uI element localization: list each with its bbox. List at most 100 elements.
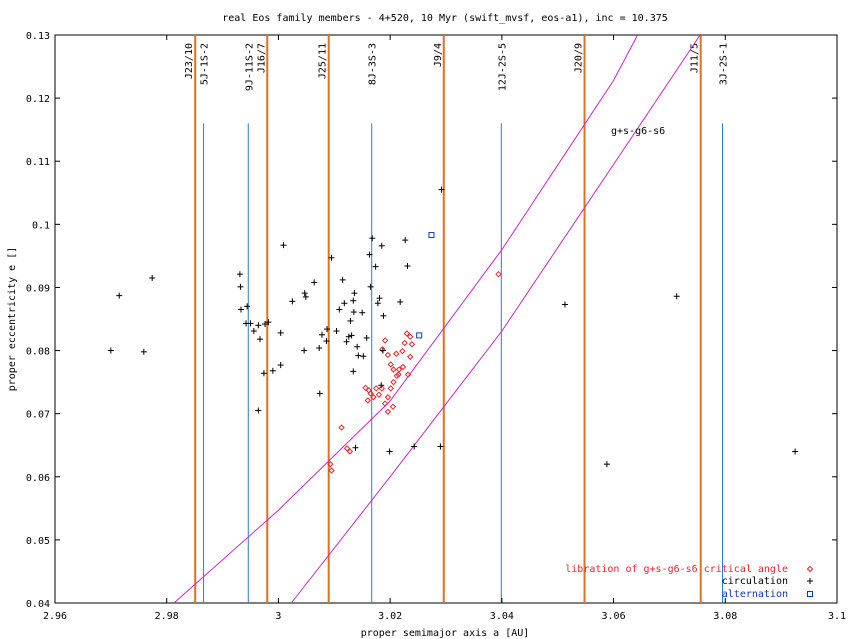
libration-point	[343, 445, 351, 452]
x-tick-label: 3.06	[602, 611, 626, 622]
circulation-point	[673, 293, 680, 300]
circulation-point	[289, 298, 296, 305]
libration-point	[404, 371, 412, 378]
circulation-point	[311, 279, 318, 286]
circulation-point	[363, 334, 370, 341]
legend-label-circulation: circulation	[722, 576, 788, 587]
circulation-point	[347, 317, 354, 324]
libration-point	[407, 333, 414, 340]
y-tick-label: 0.04	[26, 599, 50, 610]
secular-resonance-label: g+s-g6-s6	[611, 126, 665, 137]
mean-motion-resonance-label: J20/9	[574, 43, 585, 73]
x-tick-label: 3	[275, 611, 281, 622]
mean-motion-resonance-label: J9/4	[433, 43, 444, 67]
legend-marker-circulation	[807, 578, 813, 584]
libration-point	[372, 385, 380, 392]
circulation-point	[438, 186, 445, 193]
circulation-point	[379, 347, 386, 354]
libration-point	[362, 384, 369, 391]
circulation-point	[316, 345, 323, 352]
circulation-point	[238, 306, 245, 313]
circulation-point	[366, 251, 373, 258]
libration-point	[375, 391, 383, 398]
libration-point	[408, 341, 416, 348]
circulation-point	[386, 448, 393, 455]
circulation-point	[244, 303, 251, 310]
circulation-point	[404, 262, 411, 269]
circulation-point	[355, 352, 362, 359]
circulation-point	[236, 271, 243, 278]
circulation-point	[792, 448, 799, 455]
circulation-point	[333, 327, 340, 334]
circulation-point	[328, 254, 335, 261]
circulation-point	[374, 300, 381, 307]
circulation-point	[255, 322, 262, 329]
circulation-point	[348, 332, 355, 339]
libration-point	[365, 387, 373, 394]
y-tick-label: 0.1	[32, 220, 50, 231]
circulation-point	[140, 348, 147, 355]
circulation-point	[277, 329, 284, 336]
circulation-point	[402, 237, 409, 244]
x-tick-label: 2.98	[155, 611, 179, 622]
circulation-point	[369, 235, 376, 242]
circulation-point	[350, 297, 357, 304]
y-tick-label: 0.09	[26, 283, 50, 294]
circulation-point	[262, 321, 269, 328]
libration-point	[399, 363, 407, 371]
alternation-point	[428, 232, 435, 239]
legend-label-alternation: alternation	[722, 589, 788, 600]
three-body-resonance-label: 5J-1S-2	[200, 43, 211, 85]
circulation-point	[256, 336, 263, 343]
x-axis-label: proper semimajor axis a [AU]	[361, 628, 530, 639]
alternation-point	[416, 332, 423, 339]
x-tick-label: 3.02	[378, 611, 402, 622]
libration-point	[384, 394, 392, 401]
circulation-point	[352, 444, 359, 451]
series-circulation	[107, 186, 799, 468]
libration-point	[384, 408, 392, 415]
circulation-point	[343, 338, 350, 345]
circulation-point	[411, 443, 418, 450]
circulation-point	[437, 443, 444, 450]
circulation-point	[301, 347, 308, 354]
circulation-point	[397, 298, 404, 305]
mean-motion-resonance-label: J11/5	[690, 43, 701, 73]
axis-ticks: 2.96 2.98 3 3.02 3.04 3.06 3.08 3.1 0.04 0.05 0.06…	[26, 31, 846, 622]
libration-point	[370, 394, 377, 401]
y-tick-label: 0.05	[26, 536, 50, 547]
x-tick-label: 2.96	[43, 611, 67, 622]
plot-border	[54, 34, 838, 604]
libration-point	[395, 366, 403, 373]
circulation-point	[350, 309, 357, 316]
libration-point	[338, 424, 345, 431]
libration-point	[364, 397, 372, 404]
legend-marker-libration	[806, 565, 814, 573]
x-tick-label: 3.1	[828, 611, 846, 622]
y-tick-label: 0.08	[26, 347, 50, 358]
y-tick-label: 0.11	[26, 157, 50, 168]
libration-point	[346, 448, 354, 455]
libration-point	[327, 460, 334, 468]
y-tick-label: 0.13	[26, 31, 50, 42]
circulation-point	[345, 333, 352, 340]
libration-point	[378, 385, 385, 392]
libration-point	[328, 467, 335, 474]
circulation-point	[323, 338, 330, 345]
libration-point	[399, 347, 406, 355]
plot-frame	[54, 34, 838, 604]
y-axis-label: proper eccentricity e []	[7, 247, 18, 392]
circulation-point	[269, 367, 276, 374]
y-tick-label: 0.06	[26, 473, 50, 484]
three-body-resonance-label: 8J-3S-3	[368, 43, 379, 85]
circulation-point	[247, 320, 254, 327]
secular-resonance-curves	[173, 34, 701, 604]
circulation-point	[341, 300, 348, 307]
circulation-point	[351, 290, 358, 297]
libration-point	[393, 372, 401, 380]
x-tick-label: 3.08	[713, 611, 737, 622]
circulation-point	[360, 353, 367, 360]
libration-point	[390, 378, 397, 386]
mean-motion-resonance-label: J16/7	[256, 43, 267, 73]
